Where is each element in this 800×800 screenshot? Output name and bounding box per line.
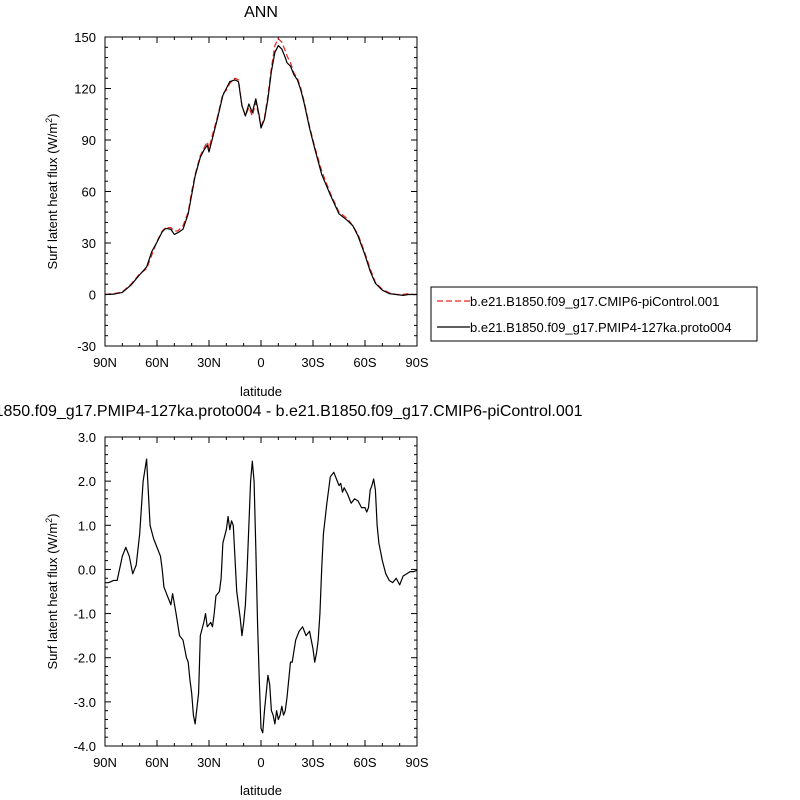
y-tick-label: 150: [74, 30, 96, 45]
x-tick-label: 90N: [93, 755, 117, 770]
chart-title: b.e21.B1850.f09_g17.PMIP4-127ka.proto004…: [0, 403, 583, 420]
legend-box: [430, 286, 758, 342]
y-tick-label: -2.0: [74, 651, 96, 666]
series-line-0: [105, 458, 418, 734]
bottom-panel: b.e21.B1850.f09_g17.PMIP4-127ka.proto004…: [0, 403, 583, 798]
x-tick-label: 0: [257, 355, 264, 370]
legend: b.e21.B1850.f09_g17.CMIP6-piControl.001b…: [430, 286, 758, 342]
chart-title: ANN: [244, 4, 278, 21]
x-tick-label: 60S: [353, 755, 376, 770]
x-tick-label: 30S: [301, 755, 324, 770]
plot-frame: [104, 436, 418, 747]
legend-label: b.e21.B1850.f09_g17.CMIP6-piControl.001: [470, 294, 719, 309]
legend-label: b.e21.B1850.f09_g17.PMIP4-127ka.proto004: [470, 320, 732, 335]
x-tick-label: 90S: [405, 355, 428, 370]
x-tick-label: 90S: [405, 755, 428, 770]
series-line-1: [104, 44, 417, 296]
y-tick-label: -3.0: [74, 695, 96, 710]
x-tick-label: 30N: [197, 755, 221, 770]
top-panel: ANN -30 0 30 60 90 120 150 90N 60N 30N 0 30S 60S 90S la…: [44, 4, 429, 399]
x-tick-label: 0: [257, 755, 264, 770]
y-tick-label: 60: [82, 185, 96, 200]
plot-frame: [104, 36, 418, 347]
y-tick-label: 1.0: [78, 518, 96, 533]
x-axis-label: latitude: [240, 384, 282, 399]
y-tick-label: 0: [89, 288, 96, 303]
y-tick-label: 90: [82, 133, 96, 148]
y-tick-label: 0.0: [78, 562, 96, 577]
x-tick-label: 30S: [301, 355, 324, 370]
x-tick-label: 60S: [353, 355, 376, 370]
y-tick-label: -30: [77, 339, 96, 354]
y-tick-label: -1.0: [74, 607, 96, 622]
x-tick-label: 90N: [93, 355, 117, 370]
x-axis-label: latitude: [240, 783, 282, 798]
series-line-0: [104, 38, 417, 296]
x-tick-label: 60N: [145, 755, 169, 770]
y-tick-label: 3.0: [78, 430, 96, 445]
y-tick-label: -4.0: [74, 739, 96, 754]
y-tick-label: 2.0: [78, 474, 96, 489]
y-axis-label: Surf latent heat flux (W/m2): [44, 513, 60, 669]
y-tick-label: 120: [74, 82, 96, 97]
y-axis-label: Surf latent heat flux (W/m2): [44, 113, 60, 269]
y-tick-label: 30: [82, 236, 96, 251]
x-tick-label: 30N: [197, 355, 221, 370]
x-tick-label: 60N: [145, 355, 169, 370]
